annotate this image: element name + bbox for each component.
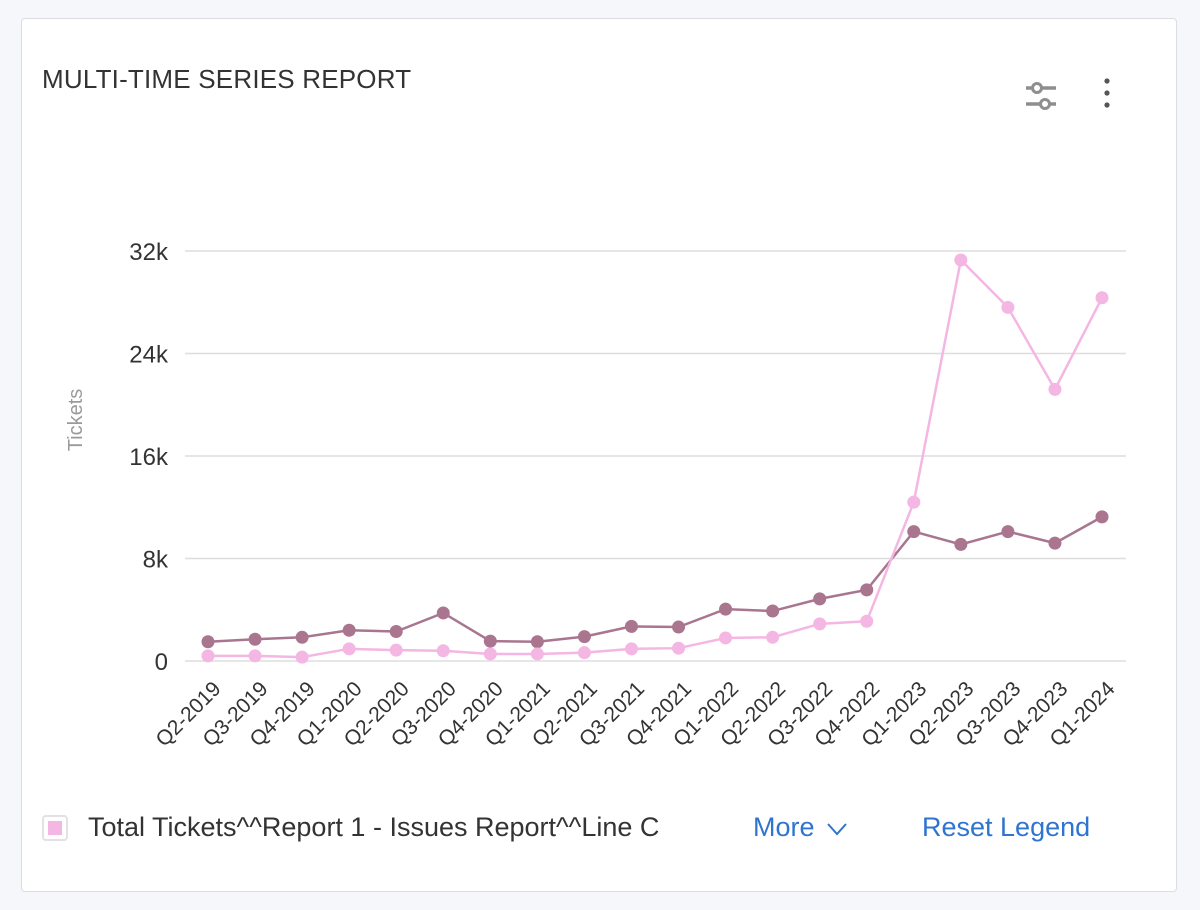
- data-point: [483, 647, 497, 661]
- series-line: [207, 515, 1103, 644]
- data-point: [813, 592, 827, 606]
- y-tick-label: 0: [155, 649, 168, 676]
- sliders-icon[interactable]: [1024, 80, 1058, 112]
- report-card: [21, 18, 1177, 892]
- legend-label: Total Tickets^^Report 1 - Issues Report^…: [88, 812, 660, 842]
- more-label: More: [753, 812, 815, 842]
- data-point: [860, 614, 874, 628]
- data-point: [389, 643, 403, 657]
- data-point: [295, 630, 309, 644]
- y-axis-label: Tickets: [65, 389, 87, 452]
- y-tick-label: 24k: [129, 342, 169, 369]
- data-point: [1048, 536, 1062, 550]
- data-point: [954, 537, 968, 551]
- data-point: [907, 525, 921, 539]
- data-point: [624, 619, 638, 633]
- data-point: [954, 253, 968, 267]
- data-point: [907, 495, 921, 509]
- legend-color-swatch: [48, 820, 62, 835]
- data-point: [1095, 510, 1109, 524]
- data-point: [1001, 300, 1015, 314]
- legend-item[interactable]: Total Tickets^^Report 1 - Issues Report^…: [42, 812, 659, 843]
- data-point: [1048, 382, 1062, 396]
- chevron-down-icon: [827, 823, 847, 836]
- data-point: [389, 625, 403, 639]
- data-point: [860, 583, 874, 597]
- data-point: [483, 634, 497, 648]
- more-button[interactable]: More: [753, 812, 848, 843]
- data-point: [719, 631, 733, 645]
- data-point: [201, 649, 215, 663]
- data-point: [1095, 291, 1109, 305]
- y-tick-label: 32k: [129, 239, 169, 266]
- series-line: [208, 257, 1104, 659]
- data-point: [248, 649, 262, 663]
- reset-legend-button[interactable]: Reset Legend: [922, 812, 1091, 842]
- more-vertical-icon[interactable]: [1100, 76, 1114, 112]
- legend-checkbox[interactable]: [42, 814, 68, 841]
- y-tick-label: 8k: [143, 547, 169, 574]
- data-point: [672, 641, 686, 655]
- data-point: [577, 630, 591, 644]
- y-tick-label: 16k: [129, 444, 169, 471]
- data-point: [201, 635, 215, 649]
- widget-title: MULTI-TIME SERIES REPORT: [42, 64, 412, 94]
- data-point: [530, 635, 544, 649]
- series-2: [201, 253, 1109, 664]
- data-point: [813, 617, 827, 631]
- data-point: [295, 650, 309, 664]
- series-1: [201, 510, 1109, 649]
- data-point: [436, 606, 450, 620]
- data-point: [248, 632, 262, 646]
- data-point: [530, 647, 544, 661]
- data-point: [766, 630, 780, 644]
- data-point: [766, 604, 780, 618]
- data-point: [672, 620, 686, 634]
- data-point: [719, 602, 733, 616]
- data-point: [577, 646, 591, 660]
- data-point: [624, 642, 638, 656]
- data-point: [342, 642, 356, 656]
- data-point: [342, 623, 356, 637]
- data-point: [1001, 525, 1015, 539]
- data-point: [436, 644, 450, 658]
